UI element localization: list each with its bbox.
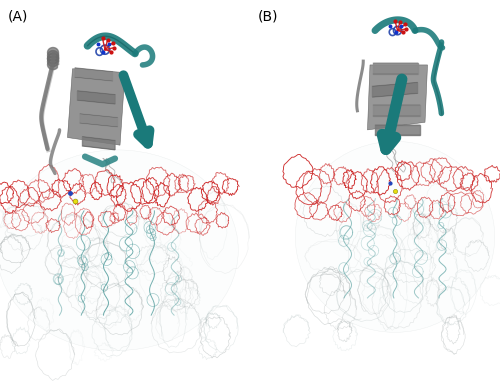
Polygon shape xyxy=(372,63,418,74)
Polygon shape xyxy=(375,125,420,135)
Text: (B): (B) xyxy=(258,10,278,24)
Text: (A): (A) xyxy=(8,10,28,24)
Polygon shape xyxy=(372,83,418,97)
Polygon shape xyxy=(372,105,420,116)
Polygon shape xyxy=(368,65,428,130)
Ellipse shape xyxy=(295,141,495,332)
Polygon shape xyxy=(82,137,115,150)
Ellipse shape xyxy=(0,150,238,351)
Polygon shape xyxy=(78,91,115,104)
Polygon shape xyxy=(80,114,118,127)
Polygon shape xyxy=(68,69,125,145)
Polygon shape xyxy=(75,68,112,81)
